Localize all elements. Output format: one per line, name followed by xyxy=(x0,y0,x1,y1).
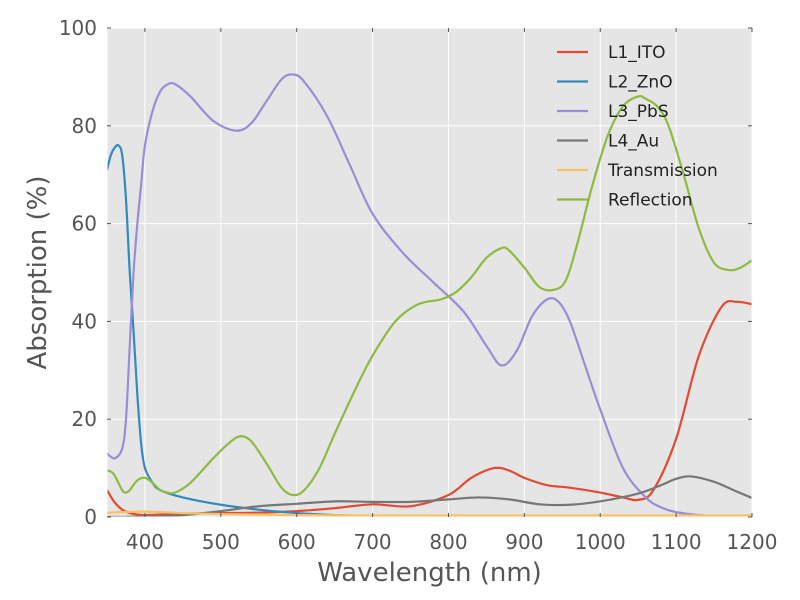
legend-label: L4_Au xyxy=(608,132,659,152)
legend-item-l3-pbs: L3_PbS xyxy=(557,102,669,122)
y-axis-label: Absorption (%) xyxy=(23,176,53,370)
legend-label: L2_ZnO xyxy=(608,73,673,93)
x-tick-label: 1200 xyxy=(727,530,778,554)
legend-item-transmission: Transmission xyxy=(557,161,718,181)
x-tick-label: 700 xyxy=(353,530,391,554)
x-tick-label: 400 xyxy=(126,530,164,554)
legend: L1_ITO L2_ZnO L3_PbS L4_Au Transmission Refle… xyxy=(557,43,718,211)
y-tick-label: 20 xyxy=(72,407,97,431)
y-tick-label: 40 xyxy=(72,309,97,333)
x-axis-label: Wavelength (nm) xyxy=(317,558,542,588)
y-tick-label: 80 xyxy=(72,114,97,138)
legend-label: Transmission xyxy=(607,161,718,181)
legend-label: Reflection xyxy=(608,191,693,211)
plot-frame xyxy=(106,27,753,518)
legend-item-l4-au: L4_Au xyxy=(557,132,659,152)
series-line-l4-au xyxy=(107,475,752,517)
series-line-reflection xyxy=(107,95,752,497)
axis-ticks: 400 500 600 700 800 900 1000 1100 1200 0 20 40 60 80 1… xyxy=(59,16,778,554)
y-tick-label: 0 xyxy=(84,505,97,529)
x-tick-label: 600 xyxy=(278,530,316,554)
legend-item-l2-zno: L2_ZnO xyxy=(557,73,673,93)
legend-label: L3_PbS xyxy=(608,102,669,122)
legend-item-reflection: Reflection xyxy=(557,191,693,211)
plot-background xyxy=(107,28,752,517)
x-tick-label: 1000 xyxy=(575,530,626,554)
legend-label: L1_ITO xyxy=(608,43,666,63)
x-tick-label: 900 xyxy=(505,530,543,554)
x-tick-label: 800 xyxy=(429,530,467,554)
legend-item-l1-ito: L1_ITO xyxy=(557,43,666,63)
y-tick-label: 100 xyxy=(59,16,97,40)
x-tick-label: 1100 xyxy=(651,530,702,554)
x-tick-label: 500 xyxy=(202,530,240,554)
y-tick-label: 60 xyxy=(72,212,97,236)
series-line-transmission xyxy=(107,510,752,517)
series-line-l3-pbs xyxy=(107,73,752,517)
